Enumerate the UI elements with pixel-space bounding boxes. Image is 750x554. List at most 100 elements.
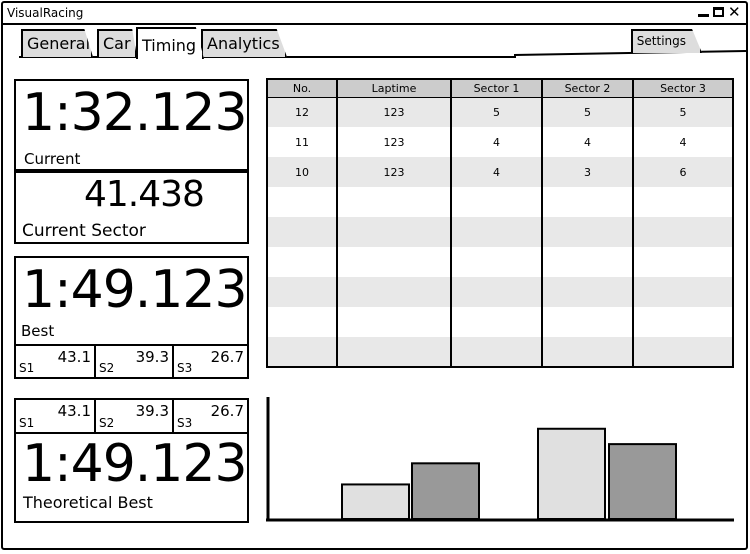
best-lap-panel: 1:49.123 Best bbox=[14, 256, 249, 346]
current-lap-label: Current bbox=[24, 150, 81, 168]
table-cell bbox=[336, 247, 451, 277]
best-sector-2-value: 39.3 bbox=[135, 348, 169, 366]
table-cell bbox=[267, 307, 337, 337]
theoretical-sector-1: S1 43.1 bbox=[14, 398, 96, 434]
table-cell: 5 bbox=[450, 97, 542, 127]
table-cell: 4 bbox=[450, 127, 542, 157]
column-header-sector-1[interactable]: Sector 1 bbox=[450, 79, 542, 98]
table-row[interactable]: 12 123 5 5 5 bbox=[267, 97, 733, 127]
title-bar: VisualRacing ✕ bbox=[3, 3, 746, 25]
current-sector-label: Current Sector bbox=[22, 221, 146, 241]
table-cell bbox=[336, 187, 451, 217]
table-cell bbox=[541, 337, 633, 367]
best-lap-time: 1:49.123 bbox=[22, 260, 248, 320]
tab-bar: General Car Timing Analytics Settings bbox=[3, 25, 746, 59]
table-row[interactable]: 11 123 4 4 4 bbox=[267, 127, 733, 157]
column-header-sector-2[interactable]: Sector 2 bbox=[541, 79, 633, 98]
table-cell bbox=[336, 337, 451, 367]
table-cell bbox=[632, 337, 733, 367]
column-header-no[interactable]: No. bbox=[267, 79, 337, 98]
table-row[interactable] bbox=[267, 337, 733, 367]
theoretical-sector-3-name: S3 bbox=[177, 416, 193, 430]
laps-table-header: No. Laptime Sector 1 Sector 2 Sector 3 bbox=[267, 79, 733, 98]
window-title: VisualRacing bbox=[7, 6, 84, 20]
table-cell bbox=[541, 247, 633, 277]
theoretical-sector-2-value: 39.3 bbox=[135, 402, 169, 420]
theoretical-sector-1-value: 43.1 bbox=[57, 402, 91, 420]
table-cell bbox=[267, 337, 337, 367]
table-cell bbox=[450, 217, 542, 247]
tab-baseline-right bbox=[514, 49, 746, 57]
table-cell bbox=[267, 187, 337, 217]
table-cell bbox=[632, 217, 733, 247]
tab-baseline bbox=[19, 56, 516, 58]
best-sector-3-value: 26.7 bbox=[210, 348, 244, 366]
table-cell bbox=[336, 307, 451, 337]
close-icon[interactable]: ✕ bbox=[728, 3, 741, 21]
minimize-icon[interactable] bbox=[698, 4, 710, 20]
tab-car[interactable]: Car bbox=[97, 29, 137, 57]
table-cell bbox=[632, 277, 733, 307]
table-row[interactable] bbox=[267, 247, 733, 277]
table-cell bbox=[267, 247, 337, 277]
table-cell: 3 bbox=[541, 157, 633, 187]
best-sector-3: S3 26.7 bbox=[172, 344, 249, 379]
table-cell: 123 bbox=[336, 157, 451, 187]
table-row[interactable]: 10 123 4 3 6 bbox=[267, 157, 733, 187]
tab-timing[interactable]: Timing bbox=[136, 27, 204, 59]
window-controls: ✕ bbox=[698, 3, 741, 21]
table-cell: 6 bbox=[632, 157, 733, 187]
best-lap-label: Best bbox=[21, 322, 55, 340]
table-cell: 5 bbox=[541, 97, 633, 127]
table-cell bbox=[541, 187, 633, 217]
table-row[interactable] bbox=[267, 187, 733, 217]
best-sector-3-name: S3 bbox=[177, 361, 193, 375]
tab-general[interactable]: General bbox=[21, 29, 93, 57]
theoretical-best-time: 1:49.123 bbox=[22, 434, 248, 494]
table-cell bbox=[267, 217, 337, 247]
table-cell bbox=[450, 337, 542, 367]
table-cell bbox=[632, 187, 733, 217]
theoretical-best-panel: 1:49.123 Theoretical Best bbox=[14, 432, 249, 523]
table-cell bbox=[450, 277, 542, 307]
table-cell: 4 bbox=[541, 127, 633, 157]
table-cell bbox=[267, 277, 337, 307]
table-cell bbox=[336, 277, 451, 307]
best-sector-1-name: S1 bbox=[19, 361, 35, 375]
table-row[interactable] bbox=[267, 277, 733, 307]
table-cell bbox=[541, 307, 633, 337]
column-header-sector-3[interactable]: Sector 3 bbox=[632, 79, 733, 98]
maximize-icon[interactable] bbox=[713, 4, 725, 20]
theoretical-sector-2-name: S2 bbox=[99, 416, 115, 430]
table-cell: 12 bbox=[267, 97, 337, 127]
table-cell bbox=[632, 247, 733, 277]
chart-bar-3 bbox=[537, 427, 606, 520]
table-cell bbox=[632, 307, 733, 337]
table-cell: 4 bbox=[450, 157, 542, 187]
current-lap-time: 1:32.123 bbox=[22, 83, 248, 143]
table-cell bbox=[541, 217, 633, 247]
table-cell bbox=[450, 307, 542, 337]
table-cell: 123 bbox=[336, 127, 451, 157]
tab-settings[interactable]: Settings bbox=[630, 29, 702, 53]
chart-bar-1 bbox=[341, 483, 410, 521]
table-row[interactable] bbox=[267, 217, 733, 247]
tab-analytics[interactable]: Analytics bbox=[201, 29, 287, 57]
table-cell bbox=[541, 277, 633, 307]
chart-bar-4 bbox=[608, 443, 677, 520]
laps-table-body: 12 123 5 5 5 11 123 4 4 4 10 123 4 3 6 bbox=[267, 97, 733, 367]
theoretical-sector-1-name: S1 bbox=[19, 416, 35, 430]
chart-bar-2 bbox=[411, 462, 480, 520]
best-sector-2-name: S2 bbox=[99, 361, 115, 375]
current-lap-panel: 1:32.123 Current bbox=[14, 79, 249, 171]
table-cell bbox=[450, 247, 542, 277]
table-cell bbox=[450, 187, 542, 217]
theoretical-sector-3-value: 26.7 bbox=[210, 402, 244, 420]
table-cell: 4 bbox=[632, 127, 733, 157]
table-row[interactable] bbox=[267, 307, 733, 337]
theoretical-best-label: Theoretical Best bbox=[23, 493, 153, 512]
table-cell: 123 bbox=[336, 97, 451, 127]
column-header-laptime[interactable]: Laptime bbox=[336, 79, 451, 98]
table-cell: 10 bbox=[267, 157, 337, 187]
best-sector-2: S2 39.3 bbox=[94, 344, 174, 379]
